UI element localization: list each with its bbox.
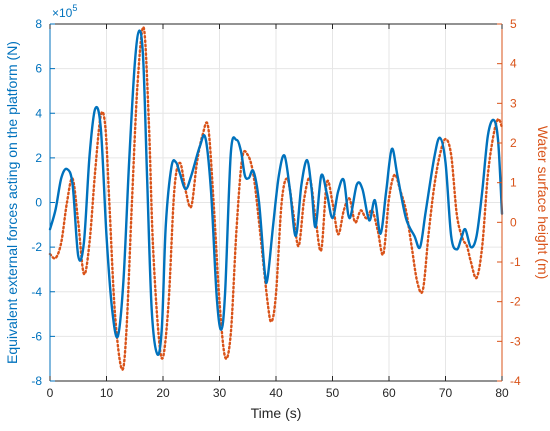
left-y-axis-exponent: ×105: [52, 3, 77, 20]
left-y-tick-label: 8: [35, 17, 42, 31]
right-y-tick-label: -2: [510, 295, 521, 309]
x-tick-label: 80: [495, 386, 509, 400]
right-y-tick-label: 1: [510, 176, 517, 190]
x-tick-label: 10: [100, 386, 114, 400]
axes: 0 10 20 30 40 50 60 70 80 -8 -6 -4 -2 0 2 4 6 8 -4 -3 -2 -1 0 1…: [31, 17, 521, 400]
x-tick-label: 70: [439, 386, 453, 400]
right-y-tick-label: 2: [510, 136, 517, 150]
left-y-tick-label: -6: [31, 329, 42, 343]
x-tick-label: 0: [47, 386, 54, 400]
left-y-axis-label: Equivalent external forces acting on the…: [4, 41, 20, 364]
left-y-tick-label: 4: [35, 106, 42, 120]
left-y-tick-label: 0: [35, 196, 42, 210]
right-y-tick-label: -3: [510, 334, 521, 348]
right-y-tick-label: 4: [510, 57, 517, 71]
right-y-tick-label: -1: [510, 255, 521, 269]
right-y-tick-label: 0: [510, 215, 517, 229]
right-y-tick-label: 3: [510, 96, 517, 110]
left-y-tick-label: -4: [31, 285, 42, 299]
water-height-series-line: [48, 25, 504, 371]
exponent-base: ×10: [52, 6, 73, 20]
force-series-line: [48, 29, 504, 357]
exponent-power: 5: [72, 3, 77, 13]
left-y-tick-label: 6: [35, 62, 42, 76]
right-y-axis-label: Water surface height (m): [535, 126, 550, 280]
right-y-tick-label: 5: [510, 17, 517, 31]
x-tick-label: 30: [213, 386, 227, 400]
left-y-tick-label: -2: [31, 240, 42, 254]
x-tick-label: 40: [269, 386, 283, 400]
x-tick-label: 60: [382, 386, 396, 400]
right-y-tick-label: -4: [510, 374, 521, 388]
left-y-tick-label: 2: [35, 151, 42, 165]
left-y-tick-label: -8: [31, 374, 42, 388]
x-axis-label: Time (s): [251, 405, 302, 421]
x-tick-label: 20: [156, 386, 170, 400]
x-tick-label: 50: [326, 386, 340, 400]
series-layer: [48, 25, 504, 371]
